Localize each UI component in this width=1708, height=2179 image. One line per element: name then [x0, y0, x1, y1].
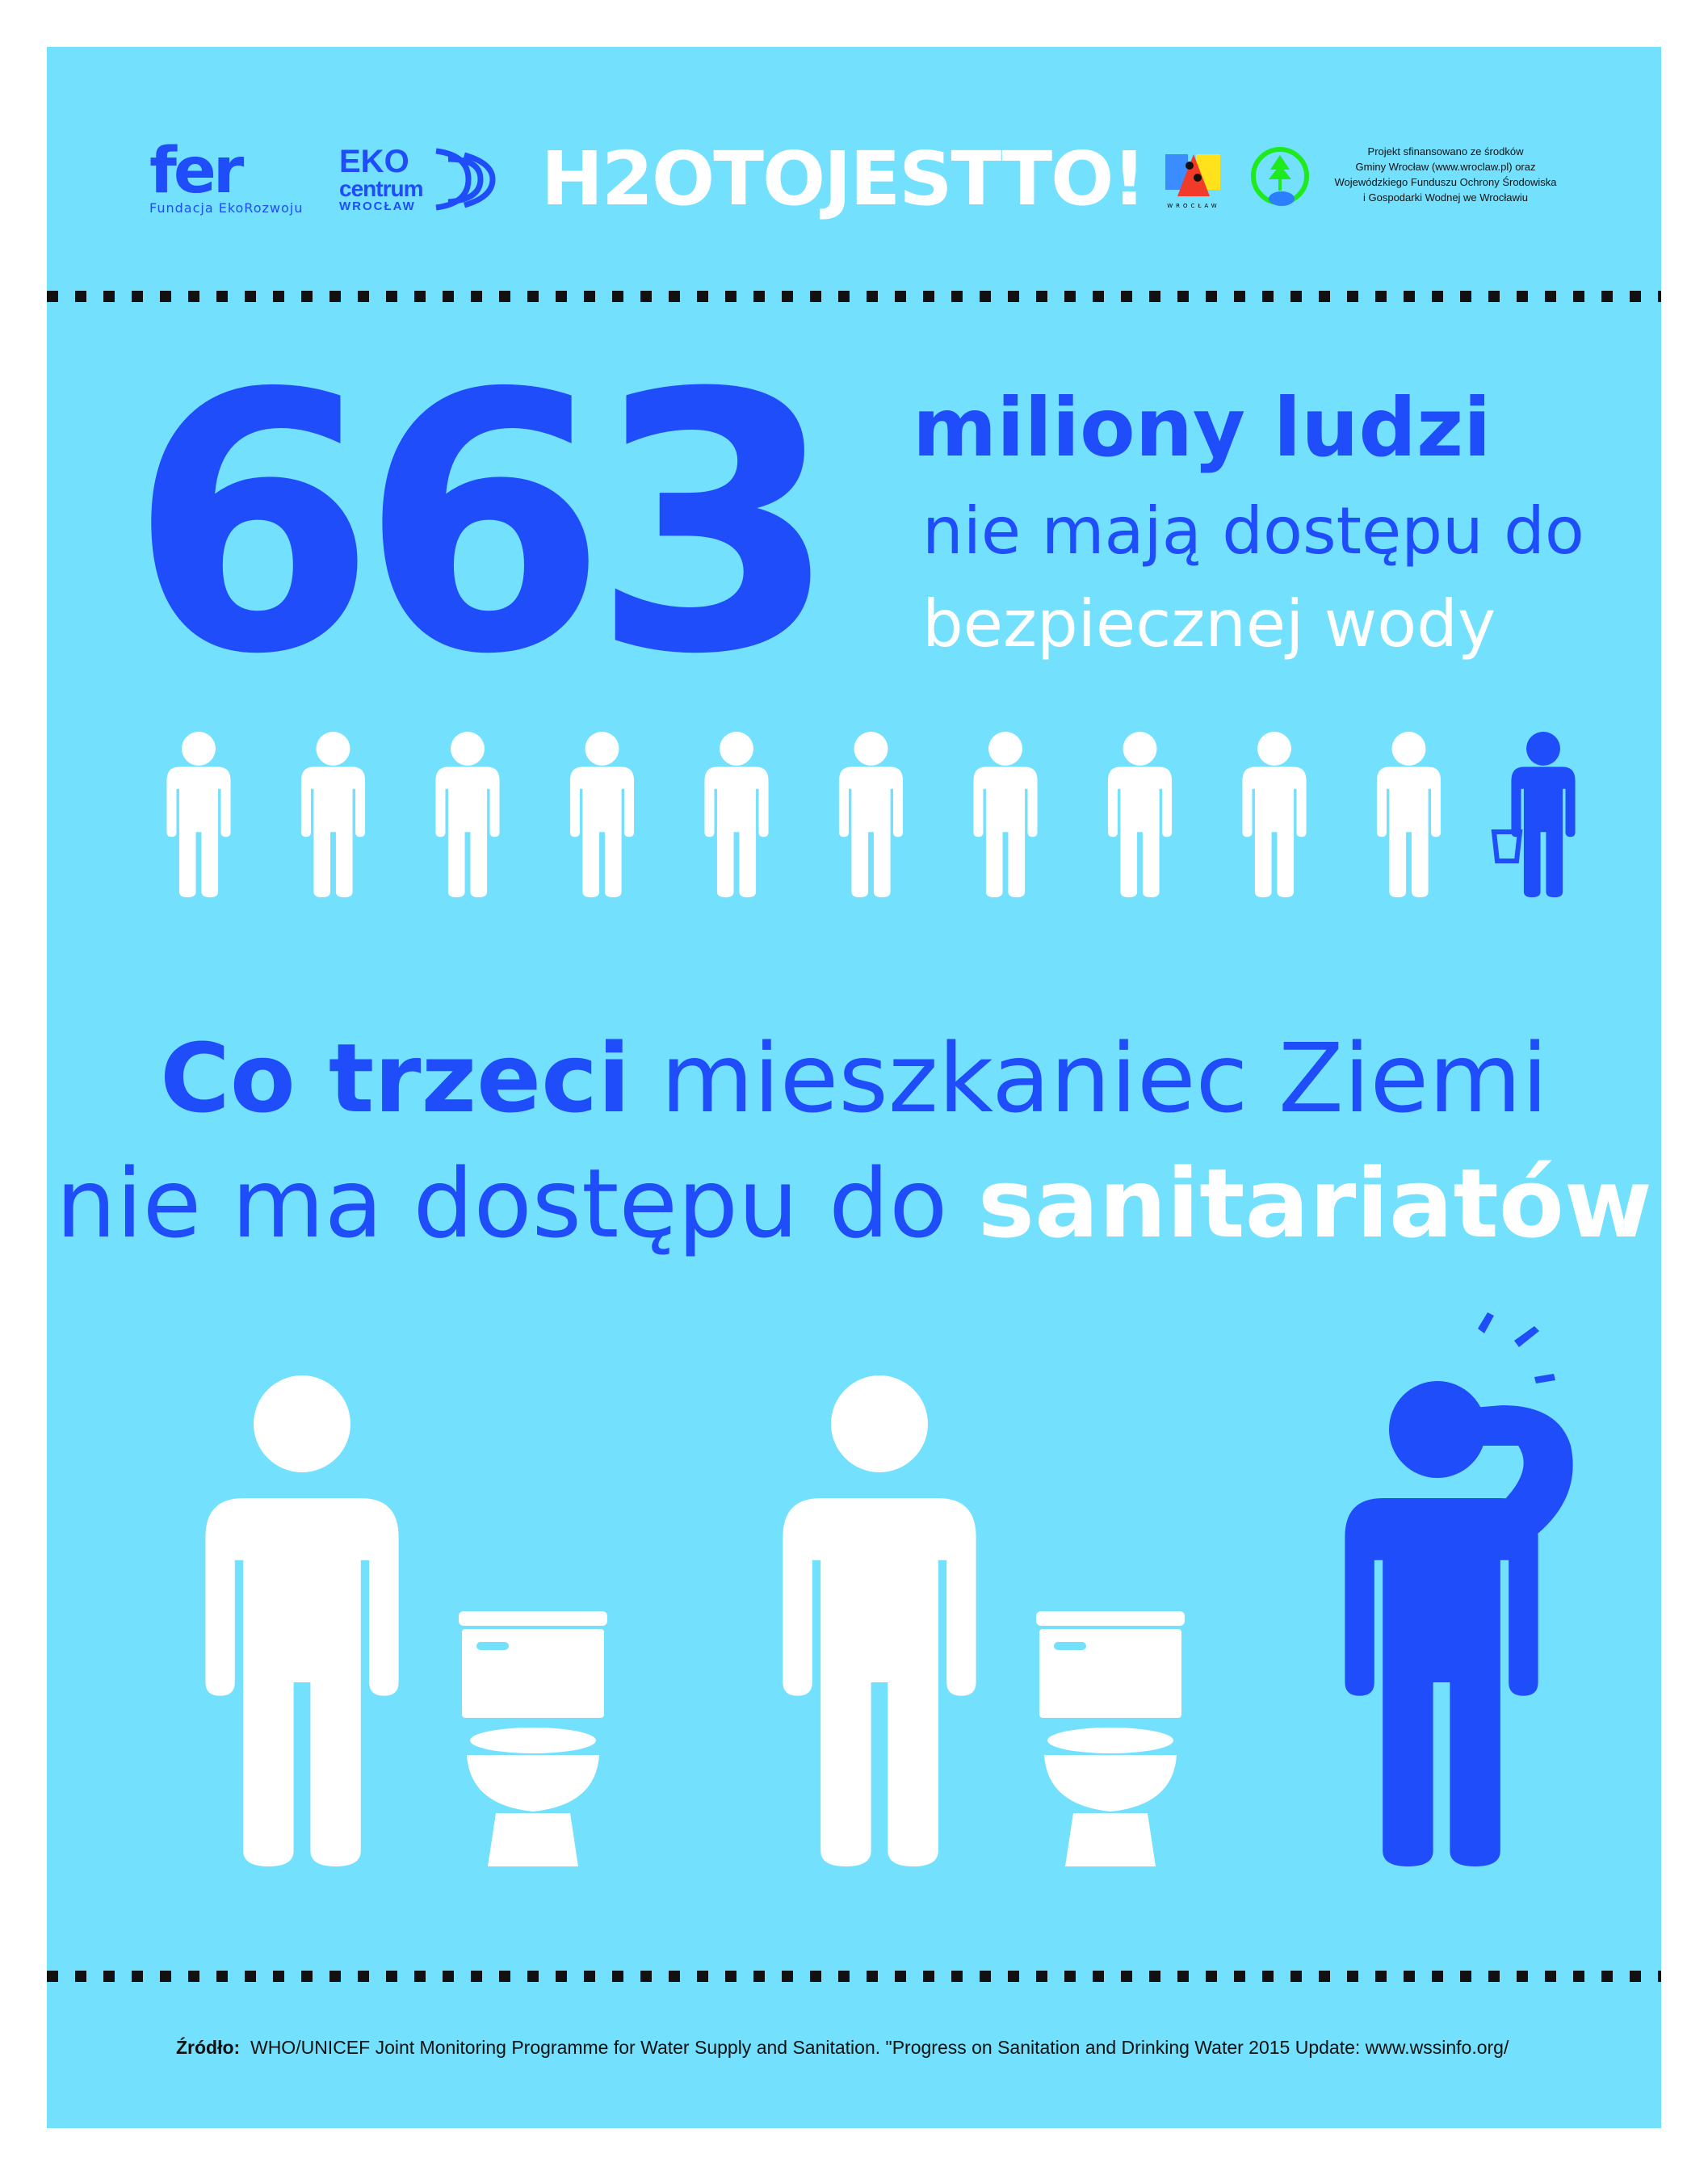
fer-logo-subtitle: Fundacja EkoRozwoju [149, 200, 304, 216]
person-figure [973, 732, 1038, 897]
person-icon [783, 1498, 976, 1866]
person-figure [704, 732, 769, 897]
distressed-head [1389, 1381, 1486, 1478]
person-head [182, 732, 216, 766]
ekocentrum-waves-icon [435, 148, 496, 211]
sponsor-line: Wojewódzkiego Funduszu Ochrony Środowisk… [1334, 176, 1557, 188]
wroclaw-logo: WROCŁAW [1165, 149, 1222, 214]
person-icon [205, 1498, 399, 1866]
ekocentrum-line1: EKO [339, 144, 409, 179]
sponsor-note: Projekt sfinansowano ze środków Gminy Wr… [1324, 144, 1567, 205]
person-figure [838, 732, 904, 897]
sanitation-bold-word: sanitariatów [977, 1148, 1652, 1259]
person-head [1391, 732, 1426, 766]
wfos-logo-icon [1251, 147, 1309, 206]
fer-logo-mark: fer [149, 135, 244, 208]
sanitation-line2: nie ma dostępu do sanitariatów [0, 1151, 1708, 1256]
stat-unit: miliony ludzi [913, 380, 1492, 475]
person-head [854, 732, 888, 766]
wroclaw-logo-icon [1165, 154, 1220, 196]
person-head [254, 1375, 350, 1472]
sponsor-line: Projekt sfinansowano ze środków [1367, 145, 1524, 157]
person-figure [1107, 732, 1173, 897]
ekocentrum-line2: centrum [339, 176, 423, 201]
stat-number: 663 [129, 318, 838, 732]
person-figure [569, 732, 635, 897]
person-with-toilet-2 [783, 1375, 1185, 1866]
person-head [831, 1375, 928, 1472]
ekocentrum-logo: EKO centrum WROCŁAW [339, 144, 423, 213]
sponsor-line: i Gospodarki Wodnej we Wrocławiu [1363, 191, 1528, 204]
source-footnote: Źródło: WHO/UNICEF Joint Monitoring Prog… [176, 2037, 1509, 2059]
toilet-icon [1036, 1611, 1185, 1866]
person-figure [166, 732, 231, 897]
arm-on-head-icon [1454, 1405, 1573, 1543]
sanitation-phrase: mieszkaniec Ziemi [630, 1022, 1548, 1134]
sponsor-line: Gminy Wrocław (www.wroclaw.pl) oraz [1355, 161, 1536, 173]
sanitation-phrase: nie ma dostępu do [56, 1148, 978, 1259]
person-figure-highlighted [1491, 732, 1576, 897]
person-head [1526, 732, 1560, 766]
stat-line2: nie mają dostępu do [922, 493, 1584, 569]
person-figure [1242, 732, 1307, 897]
person-head [1257, 732, 1291, 766]
source-text: WHO/UNICEF Joint Monitoring Programme fo… [250, 2037, 1509, 2058]
stat-line3: bezpiecznej wody [922, 586, 1496, 661]
person-figure [435, 732, 500, 897]
person-without-toilet [1345, 1312, 1573, 1866]
campaign-title: H2OTOJESTTO! [541, 136, 1146, 222]
toilet-icon [459, 1611, 607, 1866]
person-figure [1376, 732, 1442, 897]
bucket-icon [1491, 829, 1523, 863]
person-head [1123, 732, 1157, 766]
dotted-divider-top [47, 291, 1661, 302]
person-head [988, 732, 1022, 766]
person-with-toilet-1 [205, 1375, 607, 1866]
wroclaw-logo-caption: WROCŁAW [1167, 203, 1220, 209]
ekocentrum-line3: WROCŁAW [339, 199, 416, 213]
stress-marks-icon [1478, 1312, 1555, 1383]
person-head [451, 732, 485, 766]
source-label: Źródło: [176, 2037, 241, 2058]
person-figure [300, 732, 366, 897]
person-head [316, 732, 350, 766]
person-head [720, 732, 753, 766]
distressed-person-icon [1345, 1498, 1538, 1866]
fer-logo: fer Fundacja EkoRozwoju [149, 135, 304, 216]
person-head [585, 732, 619, 766]
sanitation-line1: Co trzeci mieszkaniec Ziemi [0, 1026, 1708, 1131]
sanitation-bold-phrase: Co trzeci [160, 1022, 631, 1134]
dotted-divider-bottom [47, 1971, 1661, 1982]
